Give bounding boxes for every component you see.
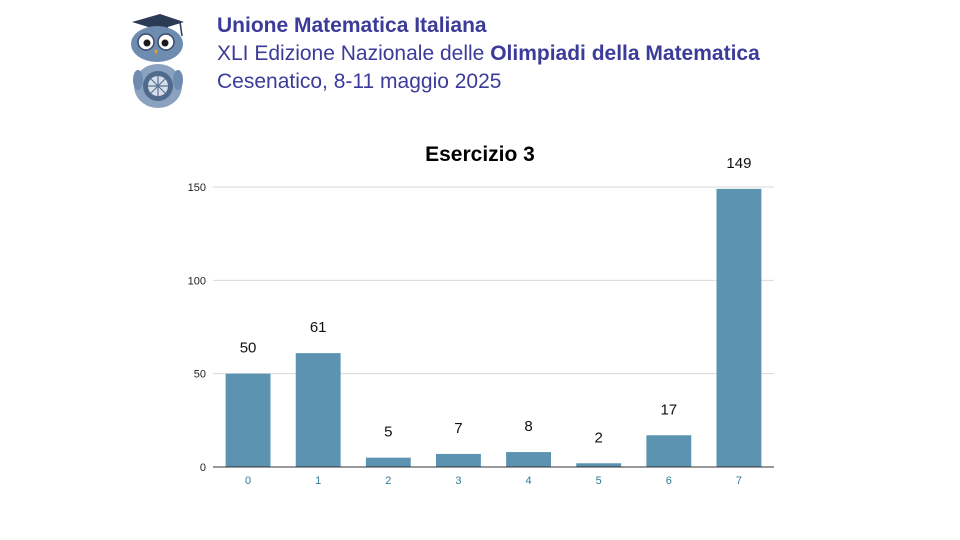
bar-1 xyxy=(295,353,341,467)
y-tick-label: 0 xyxy=(200,462,206,474)
edition-event-name: Olimpiadi della Matematica xyxy=(490,42,760,65)
x-tick-label: 0 xyxy=(245,475,251,487)
bar-4 xyxy=(506,452,552,467)
organization-name: Unione Matematica Italiana xyxy=(217,14,487,37)
bars xyxy=(225,188,762,467)
header: Unione Matematica Italiana XLI Edizione … xyxy=(217,12,760,96)
data-label: 7 xyxy=(454,420,462,437)
data-label: 149 xyxy=(726,155,751,172)
x-tick-label: 7 xyxy=(736,475,742,487)
bar-5 xyxy=(576,463,622,467)
x-tick-label: 6 xyxy=(666,475,672,487)
data-labels: 50 61 5 7 8 2 17 149 xyxy=(240,155,752,446)
x-tick-label: 4 xyxy=(526,475,532,487)
bar-2 xyxy=(365,457,411,467)
bar-7 xyxy=(716,188,762,467)
y-tick-label: 150 xyxy=(188,182,206,194)
grid-lines xyxy=(213,186,774,375)
x-tick-label: 5 xyxy=(596,475,602,487)
bar-0 xyxy=(225,373,271,467)
edition-prefix: XLI Edizione Nazionale delle xyxy=(217,42,491,65)
bar-6 xyxy=(646,435,692,467)
x-tick-label: 1 xyxy=(315,475,321,487)
data-label: 17 xyxy=(660,401,677,418)
y-axis-ticks: 0 50 100 150 xyxy=(188,182,206,474)
x-axis-ticks: 0 1 2 3 4 5 6 7 xyxy=(245,475,742,487)
bar-3 xyxy=(435,453,481,467)
chart-title: Esercizio 3 xyxy=(425,143,535,166)
data-label: 2 xyxy=(595,429,603,446)
owl-mascot-icon xyxy=(131,14,184,108)
data-label: 61 xyxy=(310,319,327,336)
edition-line: XLI Edizione Nazionale delle Olimpiadi d… xyxy=(217,40,760,68)
y-tick-label: 100 xyxy=(188,275,206,287)
data-label: 50 xyxy=(240,340,257,357)
y-tick-label: 50 xyxy=(194,369,206,381)
x-tick-label: 3 xyxy=(455,475,461,487)
data-label: 8 xyxy=(524,418,532,435)
x-tick-label: 2 xyxy=(385,475,391,487)
data-label: 5 xyxy=(384,424,392,441)
location-date: Cesenatico, 8-11 maggio 2025 xyxy=(217,70,502,93)
